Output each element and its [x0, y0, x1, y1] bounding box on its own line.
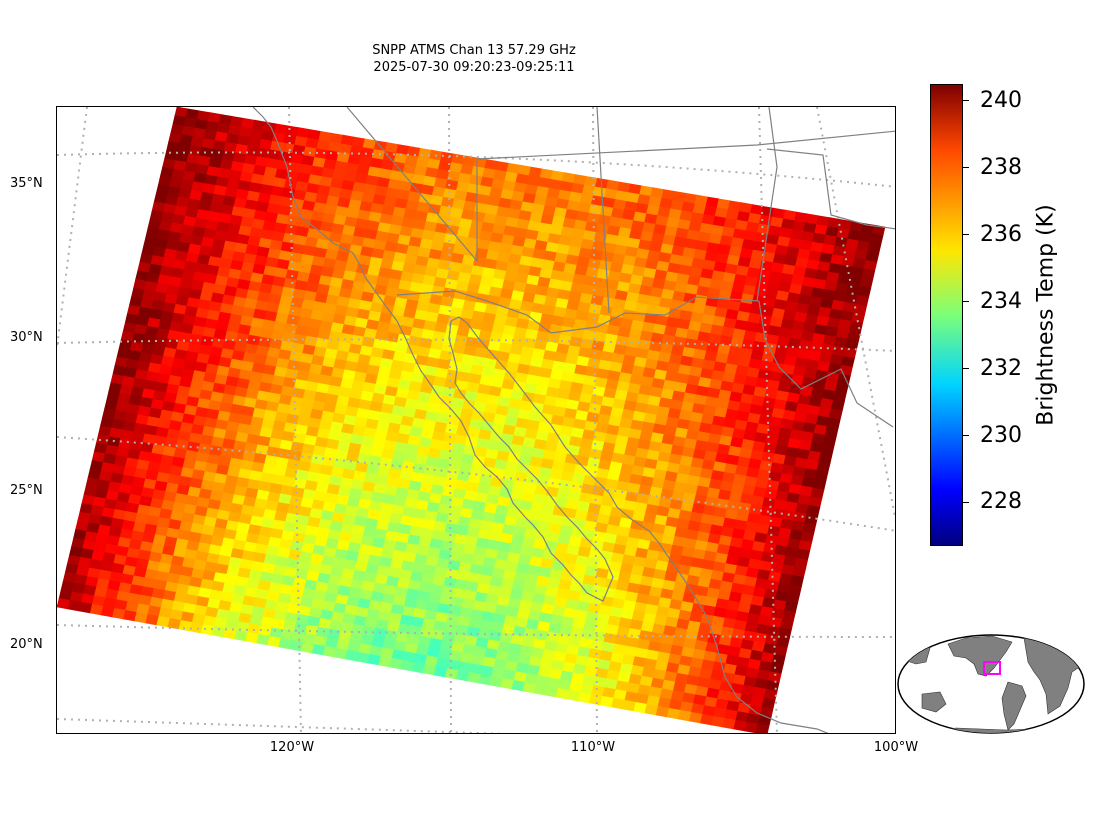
chart-time-range: 2025-07-30 09:20:23-09:25:11 [373, 60, 575, 75]
colorbar-tick-label: 234 [980, 288, 1022, 314]
lat-label-30: 30°N [10, 330, 43, 345]
colorbar-tick [963, 300, 969, 303]
swath-pixel [433, 665, 448, 678]
swath-pixel [289, 639, 304, 652]
colorbar-tick [963, 99, 969, 102]
lon-label-120w: 120°W [269, 740, 315, 755]
swath-pixel [311, 643, 326, 656]
swath-pixel [123, 610, 138, 622]
colorbar-tick-label: 236 [980, 221, 1022, 247]
colorbar-tick [963, 434, 969, 437]
swath-pixel [456, 669, 470, 682]
swath-pixel [78, 602, 93, 614]
swath-pixel [278, 637, 293, 650]
inset-asia-pacific [898, 639, 931, 665]
lat-label-25: 25°N [10, 483, 43, 498]
graticule-lon-125 [57, 107, 88, 348]
swath-pixel [611, 697, 626, 710]
colorbar-tick-label: 228 [980, 489, 1022, 515]
swath-pixel [644, 703, 659, 716]
swath-pixel [422, 663, 437, 676]
swath-pixel [733, 719, 748, 732]
swath-pixel [744, 721, 759, 733]
colorbar-tick-label: 230 [980, 422, 1022, 448]
swath-pixel [101, 606, 115, 618]
swath-pixel [600, 695, 615, 708]
colorbar-tick [963, 501, 969, 504]
swath-pixel [267, 635, 282, 648]
colorbar-tick-label: 232 [980, 355, 1022, 381]
colorbar-tick-label: 238 [980, 154, 1022, 180]
swath-pixel [256, 633, 271, 646]
map-panel [56, 106, 896, 734]
brightness-temp-map [57, 107, 895, 733]
swath-pixel [467, 671, 481, 684]
swath-pixel [411, 661, 426, 674]
colorbar-tick-label: 240 [980, 87, 1022, 113]
world-locator-inset [897, 634, 1085, 734]
colorbar-tick [963, 166, 969, 169]
swath-pixel [666, 707, 681, 720]
swath-pixel [622, 699, 637, 712]
swath-pixel [89, 604, 104, 616]
swath-pixel [478, 673, 493, 686]
swath-pixel [444, 667, 459, 680]
swath-pixels [57, 107, 886, 733]
colorbar-tick [963, 367, 969, 370]
swath-pixel [300, 641, 315, 654]
swath-pixel [112, 608, 126, 620]
swath-pixel [566, 689, 581, 702]
colorbar [930, 84, 963, 546]
swath-pixel [489, 675, 504, 688]
colorbar-tick [963, 233, 969, 236]
swath-pixel [633, 701, 648, 714]
swath-pixel [655, 705, 670, 718]
lat-label-20: 20°N [10, 637, 43, 652]
chart-title: SNPP ATMS Chan 13 57.29 GHz [372, 43, 576, 58]
swath-pixel [134, 612, 149, 624]
swath-pixel [245, 631, 260, 644]
colorbar-label: Brightness Temp (K) [1033, 204, 1059, 426]
lon-label-110w: 110°W [570, 740, 616, 755]
lat-label-35: 35°N [10, 176, 43, 191]
swath-pixel [578, 691, 592, 704]
lon-label-100w: 100°W [873, 740, 919, 755]
swath-pixel [755, 723, 770, 733]
